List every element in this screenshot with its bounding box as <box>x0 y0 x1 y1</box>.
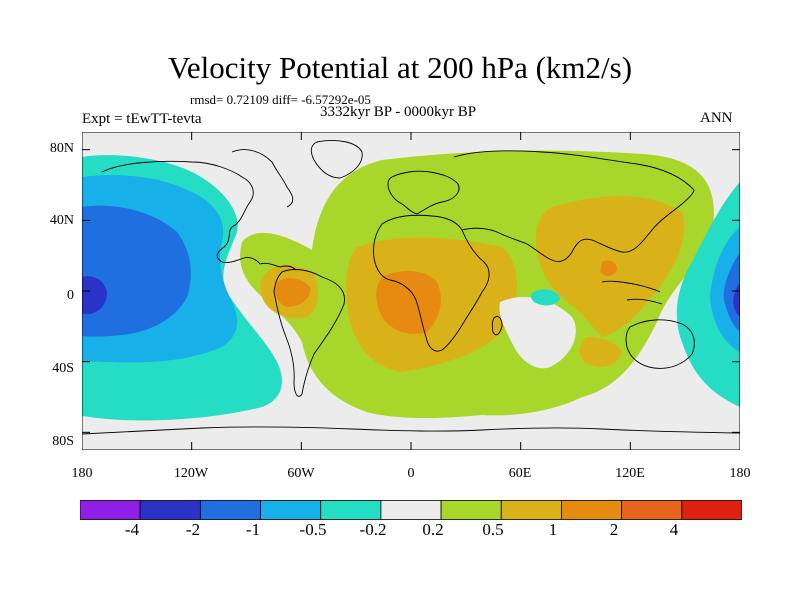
lon-label-120w: 120W <box>173 466 209 481</box>
colorbar-swatch <box>380 500 442 520</box>
colorbar <box>80 500 742 520</box>
colorbar-swatch <box>681 500 742 520</box>
colorbar-label: -0.2 <box>359 520 387 539</box>
velocity-potential-map <box>82 132 740 450</box>
lon-label-180w: 180 <box>71 466 93 481</box>
colorbar-label: -0.5 <box>299 520 327 539</box>
lon-label-60w: 60W <box>287 466 315 481</box>
colorbar-label: -1 <box>245 520 261 539</box>
colorbar-swatch <box>80 500 141 520</box>
lat-label-40s: 40S <box>52 361 74 376</box>
stats-text: rmsd= 0.72109 diff= -6.57292e-05 <box>190 92 371 107</box>
lon-label-60e: 60E <box>508 466 532 481</box>
colorbar-label: 0.2 <box>422 520 444 539</box>
experiment-label: Expt = tEwTT-tevta <box>82 111 202 127</box>
coastlines <box>82 140 740 435</box>
lat-label-40n: 40N <box>49 213 74 228</box>
colorbar-swatch <box>199 500 261 520</box>
colorbar-swatch <box>260 500 322 520</box>
season-label: ANN <box>700 110 733 126</box>
colorbar-label: -2 <box>185 520 201 539</box>
colorbar-swatch <box>320 500 382 520</box>
colorbar-label: -4 <box>124 520 140 539</box>
lon-label-120e: 120E <box>615 466 645 481</box>
colorbar-swatch <box>440 500 502 520</box>
lon-label-180e: 180 <box>729 466 751 481</box>
colorbar-swatch <box>621 500 683 520</box>
colorbar-label: 2 <box>609 520 619 539</box>
plot-title: Velocity Potential at 200 hPa (km2/s) <box>167 50 633 85</box>
lat-label-80s: 80S <box>52 434 74 449</box>
colorbar-swatch <box>500 500 562 520</box>
colorbar-label: 4 <box>669 520 679 539</box>
colorbar-swatch <box>561 500 623 520</box>
colorbar-label: 1 <box>548 520 558 539</box>
colorbar-label: 0.5 <box>482 520 504 539</box>
tick-marks <box>82 132 740 450</box>
lat-label-80n: 80N <box>49 141 74 156</box>
contour-fill-layer <box>82 132 740 450</box>
colorbar-swatch <box>139 500 201 520</box>
period-label: 3332kyr BP - 0000kyr BP <box>320 104 477 120</box>
lat-label-eq: 0 <box>67 288 74 303</box>
lon-label-0: 0 <box>407 466 415 481</box>
